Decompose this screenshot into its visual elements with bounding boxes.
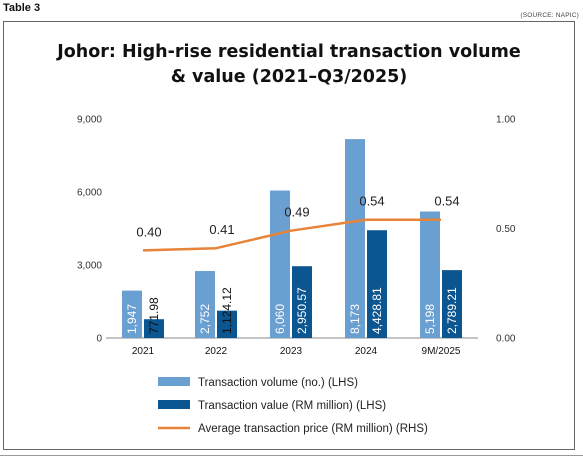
- bar-volume: [420, 211, 440, 338]
- bar-volume: [270, 190, 290, 338]
- bar-value: [367, 230, 387, 338]
- bar-data-label: 2,789.21: [445, 287, 459, 334]
- line-data-label: 0.41: [209, 222, 234, 237]
- y-right-tick-label: 0.00: [496, 334, 516, 345]
- bar-data-label: 5,198: [423, 304, 437, 334]
- line-data-label: 0.49: [284, 205, 309, 220]
- x-category-label: 2023: [280, 346, 303, 357]
- line-layer: 0.40 0.41 0.49 0.54 0.54: [136, 194, 460, 252]
- source-note: (SOURCE: NAPIC): [520, 12, 579, 19]
- line-data-label: 0.54: [359, 194, 384, 209]
- line-data-label: 0.54: [434, 194, 459, 209]
- bars-layer: 1,947 2,752 6,060 8,173 5,198 771.98 1,124.12 2…: [122, 139, 462, 338]
- y-left-tick-label: 9,000: [77, 115, 102, 126]
- legend-swatch: [158, 377, 190, 386]
- legend: Transaction volume (no.) (LHS) Transactio…: [158, 377, 428, 435]
- bar-value: [442, 270, 462, 338]
- line-data-label: 0.40: [136, 224, 161, 239]
- legend-label: Average transaction price (RM million) (…: [198, 423, 428, 435]
- bottom-rule: [0, 455, 583, 456]
- y-left-tick-label: 0: [96, 334, 102, 345]
- chart-title-line-2: & value (2021–Q3/2025): [170, 67, 408, 87]
- bar-data-label: 2,950.57: [295, 287, 309, 334]
- bar-data-label: 6,060: [273, 304, 287, 334]
- chart-title-line-1: Johor: High-rise residential transaction…: [57, 42, 521, 62]
- table-label: Table 3: [3, 2, 41, 14]
- bar-value: [144, 319, 164, 338]
- x-category-label: 2024: [355, 346, 378, 357]
- y-right-tick-label: 1.00: [496, 115, 516, 126]
- x-category-label: 2022: [205, 346, 228, 357]
- bar-volume: [345, 139, 365, 338]
- bar-data-label: 4,428.81: [370, 287, 384, 334]
- y-left-tick-label: 3,000: [77, 261, 102, 272]
- legend-label: Transaction volume (no.) (LHS): [198, 377, 358, 389]
- y-right-tick-label: 0.50: [496, 224, 516, 235]
- axes-layer: 0 3,000 6,000 9,000 0.00 0.50 1.00 2021 2022 2023…: [77, 115, 516, 358]
- bar-data-label: 1,124.12: [220, 287, 234, 334]
- bar-volume: [195, 271, 215, 338]
- bar-value: [292, 266, 312, 338]
- legend-swatch: [158, 400, 190, 409]
- bar-data-label: 2,752: [198, 304, 212, 334]
- legend-label: Transaction value (RM million) (LHS): [198, 400, 386, 412]
- bar-value: [217, 310, 237, 338]
- chart-title: Johor: High-rise residential transaction…: [44, 40, 534, 90]
- x-category-label: 2021: [132, 346, 155, 357]
- bar-data-label: 1,947: [125, 304, 139, 334]
- bar-volume: [122, 290, 142, 338]
- bar-data-label: 771.98: [147, 297, 161, 334]
- y-left-tick-label: 6,000: [77, 188, 102, 199]
- line-average-price: [142, 218, 441, 252]
- x-category-label: 9M/2025: [422, 346, 461, 357]
- bar-data-label: 8,173: [348, 304, 362, 334]
